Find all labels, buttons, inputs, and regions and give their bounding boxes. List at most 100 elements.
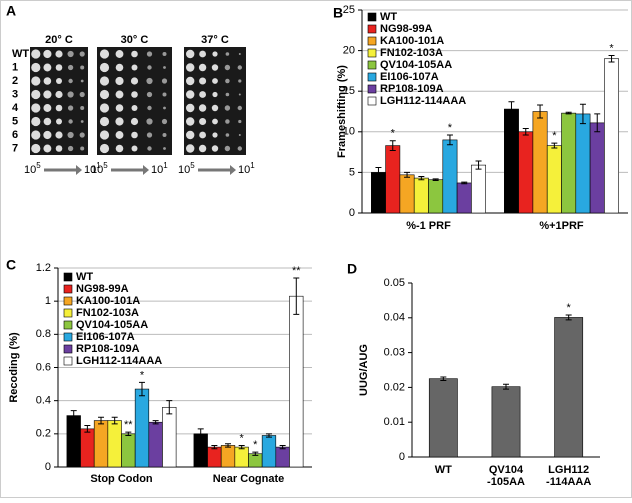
bar: [546, 145, 562, 214]
colony-spot: [238, 79, 242, 83]
bar: [575, 113, 591, 214]
x-tick-label: Stop Codon: [90, 473, 153, 485]
error-bar: [111, 416, 118, 425]
y-tick-label: 0: [399, 451, 405, 463]
error-bar: [389, 140, 396, 151]
row-label: 4: [12, 102, 19, 114]
bar: [604, 58, 619, 214]
plate-image: [184, 47, 246, 155]
colony-spot: [237, 146, 242, 151]
legend-swatch: [63, 344, 73, 354]
y-axis-label: Recoding (%): [8, 332, 20, 403]
colony-spot: [131, 91, 138, 98]
legend-label: KA100-101A: [76, 295, 140, 307]
colony-spot: [147, 146, 152, 151]
legend-swatch: [63, 284, 73, 294]
colony-spot: [67, 64, 74, 71]
error-bar: [197, 428, 204, 440]
colony-spot: [31, 143, 41, 154]
y-tick-label: 20: [343, 45, 355, 57]
colony-spot: [115, 131, 124, 139]
plate-image: [30, 47, 88, 155]
error-bar: [84, 425, 91, 433]
row-label: 2: [12, 75, 18, 87]
colony-spot: [115, 50, 124, 58]
legend-swatch: [367, 72, 377, 82]
dilution-label: 101: [151, 161, 168, 176]
bar: [491, 386, 521, 458]
legend-label: EI106-107A: [76, 331, 135, 343]
exp: 1: [250, 161, 255, 170]
legend-swatch: [63, 332, 73, 342]
colony-spot: [163, 147, 166, 150]
label-line: -114AAA: [546, 476, 591, 488]
colony-spot: [224, 105, 231, 111]
bar: [561, 112, 577, 214]
bar: [399, 174, 415, 214]
dilution-label: 105: [178, 161, 195, 176]
base: 10: [151, 164, 163, 176]
bar: [66, 415, 81, 468]
colony-spot: [224, 64, 231, 71]
error-bar: [265, 433, 272, 438]
colony-spot: [131, 64, 138, 71]
legend-swatch: [63, 296, 73, 306]
exp: 1: [163, 161, 168, 170]
bar: [220, 445, 236, 468]
colony-spot: [130, 117, 139, 126]
error-bar: [238, 444, 245, 450]
colony-spot: [80, 79, 84, 83]
legend-label: FN102-103A: [380, 47, 443, 59]
colony-spot: [198, 63, 207, 72]
colony-spot: [115, 76, 124, 86]
arrow-head: [143, 165, 149, 175]
row-label: 7: [12, 142, 18, 154]
legend-swatch: [63, 356, 73, 366]
y-tick-label: 5: [349, 166, 355, 178]
dilution-label: 101: [84, 161, 101, 176]
colony-spot: [67, 91, 74, 98]
bar: [371, 172, 386, 214]
error-bar: [166, 400, 173, 415]
x-tick-label: Near Cognate: [213, 473, 285, 485]
colony-spot: [199, 50, 207, 58]
legend-label: LGH112-114AAA: [76, 355, 162, 367]
error-bar: [138, 381, 145, 397]
y-tick-label: 0.6: [36, 361, 51, 373]
error-bar: [252, 451, 259, 456]
bar: [532, 111, 548, 214]
colony-spot: [80, 106, 85, 110]
legend-label: LGH112-114AAA: [380, 95, 466, 107]
temperature: 20° C: [45, 34, 73, 46]
error-bar: [522, 128, 529, 136]
legend-label: WT: [76, 271, 93, 283]
y-tick-label: 0.02: [384, 381, 405, 393]
bar: [456, 182, 472, 214]
legend-label: NG98-99A: [76, 283, 129, 295]
error-bar: [565, 111, 572, 115]
x-tick-label: LGH112 -114AAA: [546, 464, 591, 488]
colony-spot: [199, 77, 207, 85]
colony-spot: [198, 104, 207, 112]
colony-spot: [43, 144, 52, 153]
bar: [413, 177, 429, 214]
colony-spot: [80, 146, 85, 151]
colony-spot: [199, 117, 207, 126]
colony-spot: [162, 52, 167, 56]
y-tick-label: 0.04: [384, 312, 405, 324]
row-label: 1: [12, 61, 18, 73]
bar: [162, 406, 177, 468]
colony-spot: [147, 105, 152, 111]
base: 10: [91, 164, 103, 176]
bar: [234, 446, 249, 468]
y-tick-label: 1.2: [36, 262, 51, 274]
colony-spot: [31, 49, 41, 59]
bar: [442, 139, 458, 214]
bar: [80, 428, 95, 468]
colony-spot: [186, 76, 195, 86]
bar: [554, 317, 584, 458]
colony-spot: [162, 92, 167, 97]
error-bar: [508, 101, 515, 117]
error-bar: [211, 444, 218, 450]
significance: *: [391, 128, 396, 140]
